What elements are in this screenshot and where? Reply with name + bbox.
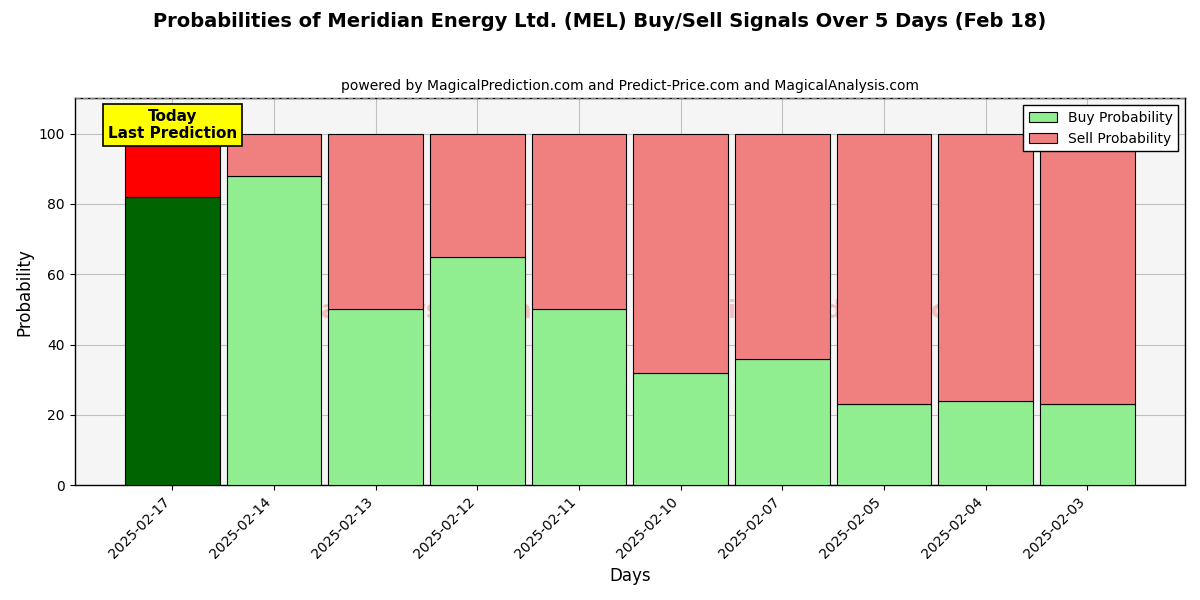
Bar [532, 310, 626, 485]
Bar [430, 257, 524, 485]
Bar [227, 134, 322, 176]
Bar [1040, 404, 1134, 485]
Text: MagicalAnalysis.com: MagicalAnalysis.com [239, 299, 533, 323]
Text: Probabilities of Meridian Energy Ltd. (MEL) Buy/Sell Signals Over 5 Days (Feb 18: Probabilities of Meridian Energy Ltd. (M… [154, 12, 1046, 31]
Bar [329, 134, 422, 310]
Bar [836, 404, 931, 485]
Y-axis label: Probability: Probability [16, 248, 34, 336]
Bar [532, 134, 626, 310]
Bar [938, 134, 1033, 401]
Bar [227, 176, 322, 485]
Bar [125, 134, 220, 197]
Bar [836, 134, 931, 404]
Legend: Buy Probability, Sell Probability: Buy Probability, Sell Probability [1024, 105, 1178, 151]
Bar [634, 373, 728, 485]
Text: MagicalPrediction.com: MagicalPrediction.com [670, 299, 990, 323]
Bar [329, 310, 422, 485]
Bar [1040, 134, 1134, 404]
Bar [736, 359, 829, 485]
Bar [938, 401, 1033, 485]
X-axis label: Days: Days [610, 567, 650, 585]
Bar [736, 134, 829, 359]
Bar [634, 134, 728, 373]
Bar [430, 134, 524, 257]
Text: Today
Last Prediction: Today Last Prediction [108, 109, 238, 141]
Title: powered by MagicalPrediction.com and Predict-Price.com and MagicalAnalysis.com: powered by MagicalPrediction.com and Pre… [341, 79, 919, 93]
Bar [125, 197, 220, 485]
